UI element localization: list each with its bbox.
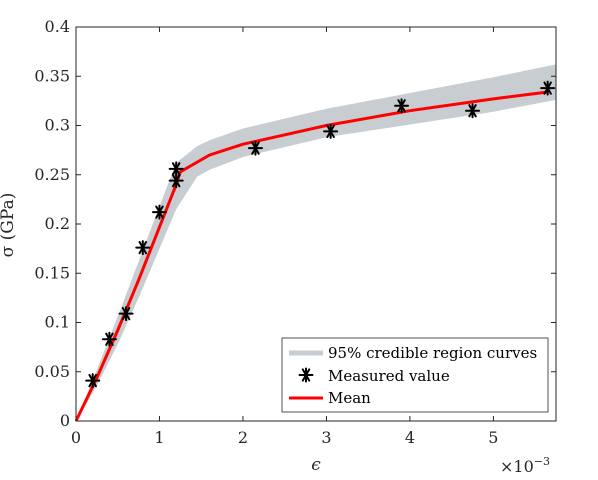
measured-point	[394, 98, 410, 114]
measured-point	[101, 331, 117, 347]
measured-point	[135, 240, 151, 256]
measured-point	[247, 140, 263, 156]
measured-point	[118, 306, 134, 322]
measured-point	[540, 80, 556, 96]
y-tick-labels: 0 0.05 0.1 0.15 0.2 0.25 0.3 0.35 0.4	[34, 17, 70, 430]
mean-line	[74, 90, 548, 422]
credible-band-layer	[76, 64, 556, 422]
measured-markers-layer	[85, 80, 556, 389]
axis-ticks	[75, 26, 556, 422]
measured-point	[85, 373, 101, 389]
x-tick-label: 0	[71, 428, 81, 447]
y-tick-label: 0.1	[45, 313, 70, 332]
measured-point	[168, 173, 184, 189]
x-tick-labels: 0 1 2 3 4 5	[71, 428, 499, 447]
legend-marker-swatch	[298, 367, 314, 383]
legend-asterisk-icon	[298, 367, 314, 383]
legend-measured-label: Measured value	[328, 367, 450, 385]
measured-point	[465, 103, 481, 119]
legend-box	[281, 337, 549, 413]
y-tick-label: 0.2	[45, 214, 70, 233]
y-tick-label: 0.4	[45, 17, 70, 36]
x-tick-label: 3	[321, 428, 331, 447]
legend-mean-label: Mean	[328, 389, 371, 407]
y-tick-label: 0	[60, 411, 70, 430]
x-tick-label: 5	[488, 428, 498, 447]
y-tick-label: 0.05	[34, 362, 70, 381]
measured-point	[151, 204, 167, 220]
y-axis-label: σ (GPa)	[0, 193, 18, 258]
y-tick-label: 0.15	[34, 263, 70, 282]
x-tick-label: 2	[238, 428, 248, 447]
x-exponent-power: −3	[534, 455, 550, 468]
y-tick-label: 0.25	[34, 165, 70, 184]
measured-point	[323, 123, 339, 139]
x-tick-label: 1	[154, 428, 164, 447]
x-exponent-base: ×10	[500, 457, 534, 476]
y-tick-label: 0.3	[45, 116, 70, 135]
mean-line-layer	[74, 90, 548, 422]
x-exponent-label: ×10−3	[500, 455, 550, 476]
y-tick-label: 0.35	[34, 66, 70, 85]
credible-region-band	[76, 64, 556, 422]
x-tick-label: 4	[405, 428, 415, 447]
x-axis-label: ϵ	[311, 455, 321, 475]
legend: 95% credible region curves Measured valu…	[281, 337, 549, 413]
legend-band-label: 95% credible region curves	[328, 344, 537, 362]
